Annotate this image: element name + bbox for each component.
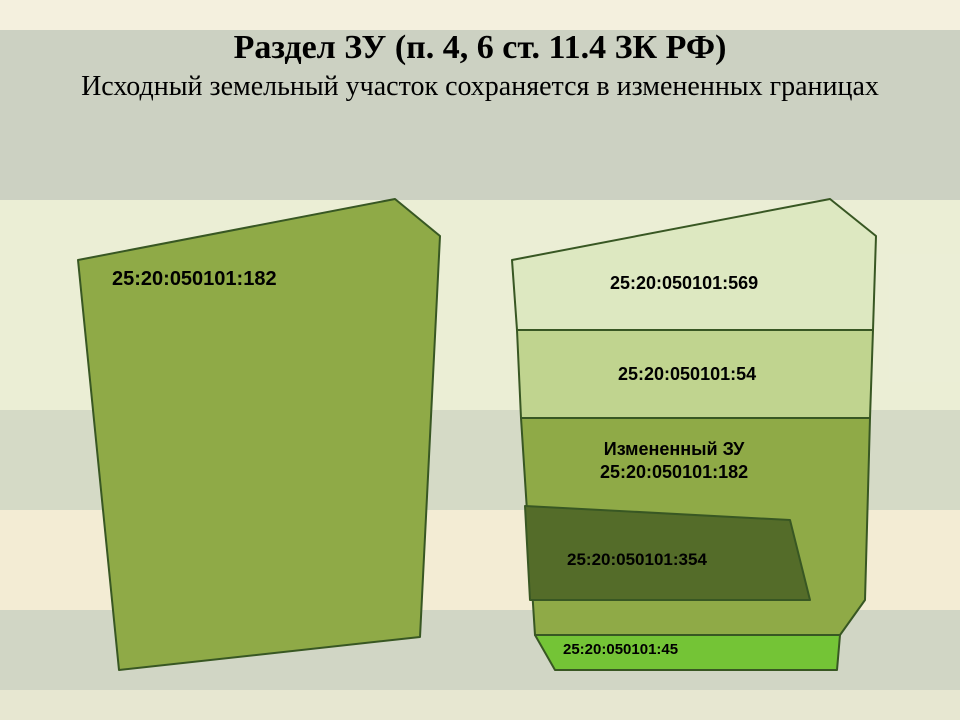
right-parcel-label-0: 25:20:050101:569 (610, 272, 758, 295)
title-main: Раздел ЗУ (п. 4, 6 ст. 11.4 ЗК РФ) (0, 28, 960, 67)
parcel-layer (0, 0, 960, 720)
right-parcel-label-4: 25:20:050101:45 (563, 641, 678, 660)
right-parcel-label-2: Измененный ЗУ 25:20:050101:182 (600, 438, 748, 483)
title-block: Раздел ЗУ (п. 4, 6 ст. 11.4 ЗК РФ) Исход… (0, 28, 960, 104)
right-parcel-0 (512, 199, 876, 330)
title-sub: Исходный земельный участок сохраняется в… (0, 69, 960, 104)
right-parcel-label-3: 25:20:050101:354 (567, 549, 707, 570)
right-parcel-label-1: 25:20:050101:54 (618, 363, 756, 386)
left-parcel-label: 25:20:050101:182 (112, 267, 277, 292)
slide-stage: Раздел ЗУ (п. 4, 6 ст. 11.4 ЗК РФ) Исход… (0, 0, 960, 720)
